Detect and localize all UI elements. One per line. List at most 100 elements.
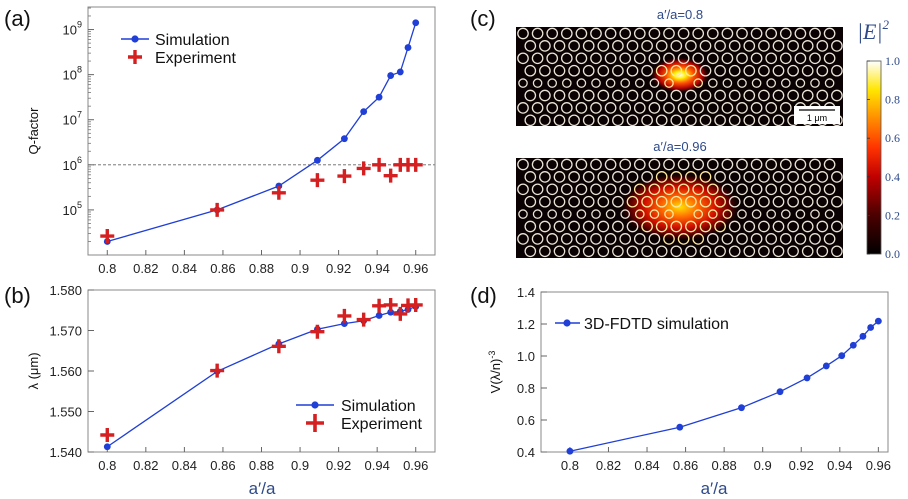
air-hole [736, 102, 748, 114]
air-hole [633, 183, 646, 196]
fdtd-point [566, 447, 574, 455]
air-hole [591, 78, 601, 88]
air-hole [575, 102, 588, 114]
air-hole [816, 64, 829, 77]
air-hole [699, 245, 712, 258]
air-hole [568, 171, 580, 183]
air-hole [619, 158, 632, 171]
air-hole [714, 64, 726, 77]
x-tick-label: 0.82 [133, 458, 158, 473]
air-hole [590, 102, 602, 114]
air-hole [772, 89, 785, 102]
x-tick-label: 0.96 [866, 458, 891, 473]
air-hole [576, 78, 587, 88]
y-tick-label: 0.4 [517, 445, 535, 460]
air-hole [612, 89, 624, 102]
air-hole [750, 102, 763, 114]
x-tick-label: 0.96 [403, 261, 428, 276]
simulation-point [412, 19, 420, 27]
scalebar-label: 1 μm [807, 113, 827, 123]
air-hole [765, 102, 778, 114]
air-hole [582, 89, 595, 102]
simulation-point [375, 312, 383, 319]
air-hole [604, 183, 617, 196]
air-hole [831, 40, 843, 52]
air-hole [605, 78, 616, 88]
air-hole [780, 209, 791, 219]
air-hole [597, 89, 610, 102]
air-hole [670, 220, 683, 233]
air-hole [677, 102, 690, 114]
x-tick-label: 0.88 [249, 458, 274, 473]
air-hole [706, 183, 719, 196]
air-hole [816, 195, 829, 208]
air-hole [714, 40, 726, 52]
air-hole [531, 27, 544, 40]
panel-d-legend-entry: 3D-FDTD simulation [584, 316, 729, 333]
colorbar-gradient [866, 60, 882, 255]
air-hole [736, 52, 748, 65]
air-hole [670, 114, 683, 127]
air-hole [677, 52, 690, 65]
air-hole [546, 233, 559, 245]
air-hole [524, 195, 537, 208]
air-hole [626, 171, 639, 183]
air-hole [539, 40, 551, 52]
air-hole [546, 52, 559, 65]
air-hole [597, 171, 610, 183]
air-hole [699, 40, 712, 52]
air-hole [816, 220, 829, 233]
air-hole [677, 233, 690, 245]
air-hole [728, 64, 741, 77]
air-hole [801, 64, 814, 77]
air-hole [649, 209, 660, 219]
air-hole [663, 233, 675, 245]
air-hole [641, 114, 653, 127]
air-hole [633, 27, 646, 40]
scalebar: 1 μm [794, 106, 840, 124]
air-hole [728, 195, 741, 208]
air-hole [612, 195, 624, 208]
panel-b-label: (b) [4, 283, 31, 308]
air-hole [758, 114, 770, 127]
air-hole [714, 89, 726, 102]
air-hole [816, 171, 829, 183]
air-hole [692, 52, 705, 65]
air-hole [765, 183, 778, 196]
air-hole [787, 89, 799, 102]
air-hole [568, 89, 580, 102]
air-hole [743, 220, 756, 233]
experiment-point [210, 363, 225, 378]
air-hole [831, 195, 843, 208]
panel-d-chart: 0.8 0.82 0.84 0.86 0.88 0.9 0.92 0.94 0.96 0.4 0.6… [487, 285, 891, 498]
air-hole [619, 52, 632, 65]
colorbar: |E|2 0.0 0.2 0.4 0.6 0.8 1.0 [857, 17, 900, 261]
air-hole [685, 40, 697, 52]
air-hole [517, 27, 529, 40]
x-tick-label: 0.82 [133, 261, 158, 276]
experiment-point [310, 173, 325, 188]
air-hole [619, 183, 632, 196]
air-hole [582, 245, 595, 258]
panel-a-legend-simulation: Simulation [155, 32, 230, 49]
colorbar-label: |E|2 [857, 17, 890, 44]
air-hole [604, 233, 617, 245]
fdtd-point [849, 341, 857, 349]
air-hole [604, 102, 617, 114]
air-hole [780, 78, 791, 88]
fdtd-line [569, 320, 879, 452]
air-hole [816, 245, 829, 258]
x-tick-label: 0.86 [210, 458, 235, 473]
air-hole [772, 220, 785, 233]
air-hole [736, 233, 748, 245]
air-hole [794, 233, 807, 245]
air-hole [699, 195, 712, 208]
panel-b-ylabel: λ (μm) [26, 352, 41, 389]
air-hole [524, 89, 537, 102]
air-hole [524, 220, 537, 233]
air-hole [801, 40, 814, 52]
air-hole [553, 171, 566, 183]
air-hole [568, 40, 580, 52]
air-hole [831, 64, 843, 77]
air-hole [706, 158, 719, 171]
